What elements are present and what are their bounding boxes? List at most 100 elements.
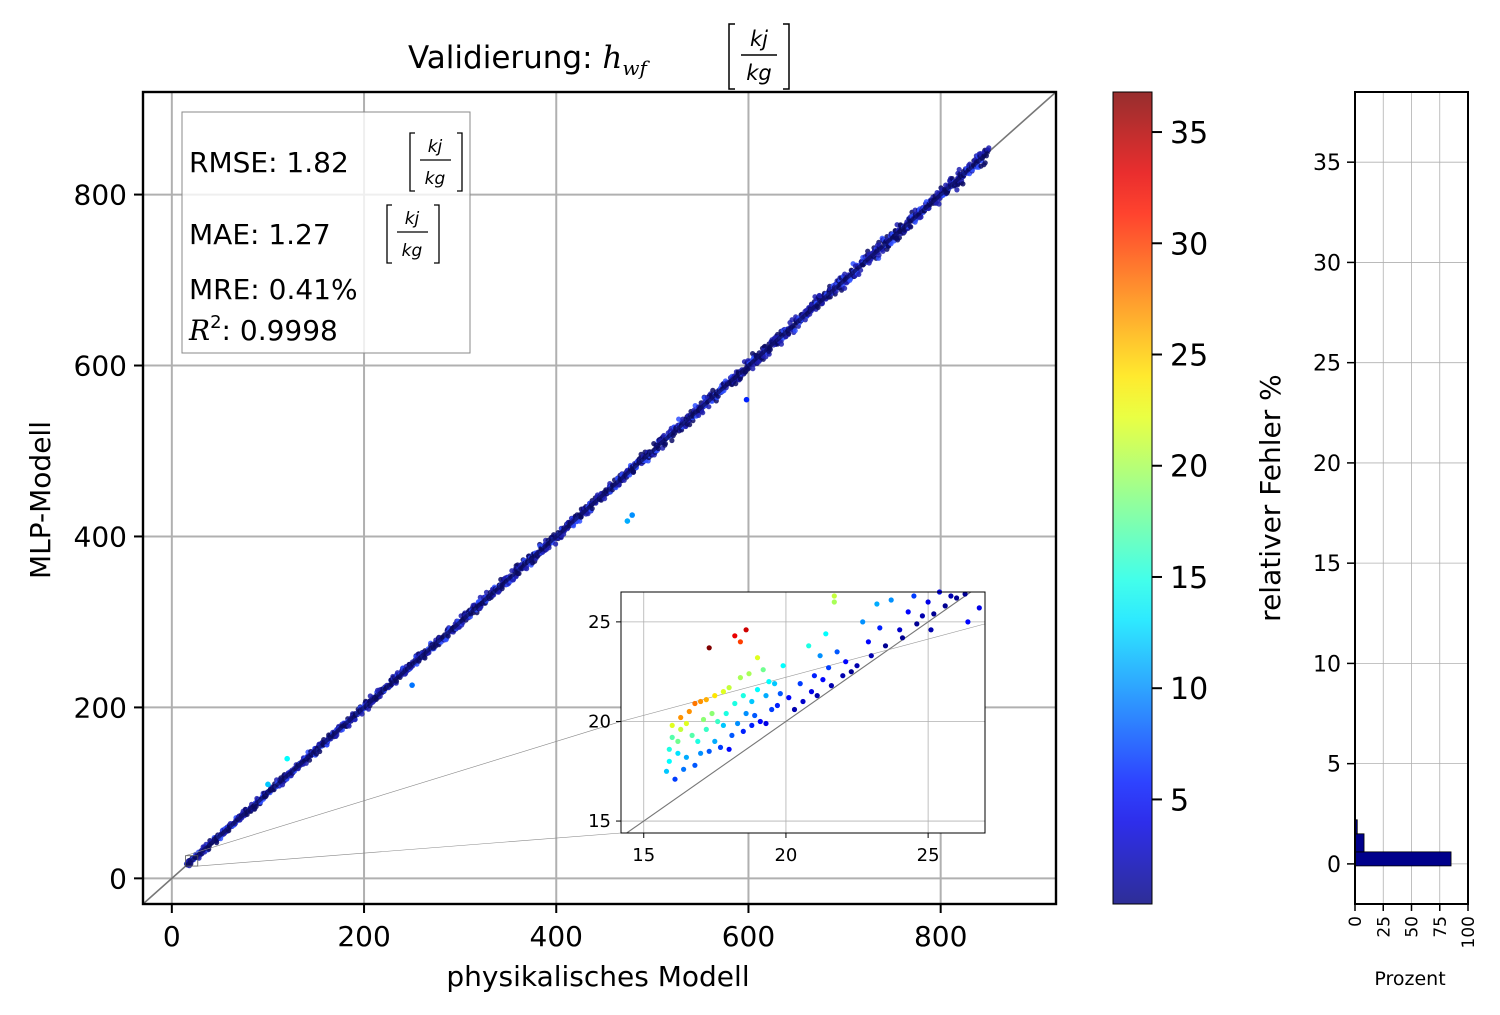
y-tick-label: 800: [74, 179, 127, 212]
inset-point: [948, 593, 954, 599]
inset-point: [740, 693, 746, 699]
inset-point: [695, 738, 701, 745]
scatter-point: [954, 187, 960, 193]
histogram-y-tick-label: 25: [1313, 352, 1341, 377]
scatter-point: [346, 723, 352, 729]
inset-point: [800, 698, 806, 705]
colorbar-tick-label: 5: [1170, 783, 1189, 818]
scatter-core: [184, 150, 991, 868]
inset-point: [740, 728, 746, 735]
inset-point: [760, 667, 766, 673]
x-axis-label: physikalisches Modell: [446, 960, 749, 993]
outlier-point: [743, 396, 750, 403]
inset-point: [882, 643, 889, 649]
inset-point: [681, 766, 687, 772]
inset-point: [703, 697, 709, 703]
inset-point: [817, 653, 823, 659]
title-unit: kj kg: [728, 23, 790, 90]
inset-point: [706, 748, 712, 754]
inset-point: [669, 734, 675, 741]
inset-point: [976, 605, 982, 611]
inset-point: [763, 693, 769, 699]
inset-point: [831, 599, 837, 605]
scatter-point: [669, 437, 675, 444]
scatter-point: [687, 422, 693, 428]
y-tick-label: 0: [109, 862, 127, 895]
inset-point: [678, 714, 684, 721]
inset-point: [888, 597, 894, 603]
zoom-region-marker: [185, 855, 199, 867]
histogram-y-ticks: 0 5 10 15 20 25 30 35: [1313, 151, 1355, 878]
inset-point: [791, 706, 798, 713]
inset-point: [723, 710, 729, 717]
inset-point: [666, 746, 672, 752]
inset-point: [831, 593, 837, 599]
inset-point: [826, 665, 832, 671]
colorbar: 5 10 15 20 25 30 35: [1112, 91, 1208, 905]
inset-point: [766, 679, 772, 685]
inset-point: [919, 613, 926, 619]
inset-point: [749, 722, 755, 729]
histogram-x-ticks: 0 25 50 75 100: [1346, 904, 1479, 948]
inset-connector-line: [197, 832, 622, 867]
inset-point: [914, 621, 920, 627]
histogram-x-tick-label: 0: [1346, 916, 1366, 927]
inset-point: [686, 708, 692, 715]
inset-reference-diagonal: [626, 591, 972, 834]
inset-point: [928, 627, 934, 633]
inset-point: [709, 710, 715, 717]
inset-point: [746, 671, 752, 677]
histogram-x-tick-label: 25: [1374, 916, 1394, 938]
inset-point: [962, 591, 968, 597]
inset-point: [663, 768, 670, 774]
scatter-point: [982, 160, 988, 166]
colorbar-tick-label: 35: [1170, 116, 1208, 151]
histogram-bar: [1354, 851, 1452, 867]
inset-point: [899, 635, 906, 641]
inset-point: [769, 706, 775, 713]
inset-x-ticks: 15 20 25: [632, 833, 940, 866]
inset-point: [749, 698, 755, 705]
inset-point: [669, 722, 675, 729]
inset-y-tick-label: 15: [588, 811, 611, 832]
x-tick-label: 400: [530, 920, 583, 953]
inset-point: [843, 659, 849, 665]
inset-point: [683, 720, 690, 727]
inset-point: [715, 718, 721, 725]
inset-point: [720, 689, 727, 695]
inset-point: [808, 689, 815, 695]
scatter-point: [960, 181, 966, 187]
scatter-point: [936, 201, 942, 207]
inset-x-tick-label: 25: [917, 845, 940, 866]
error-histogram: 0 25 50 75 100 0 5 10 15 20 25 30 35 relativer Fehl…: [1254, 91, 1479, 990]
inset-x-tick-label: 15: [632, 845, 655, 866]
inset-point: [743, 627, 749, 633]
inset-y-tick-label: 25: [588, 612, 611, 633]
inset-point: [672, 776, 678, 782]
inset-point: [757, 718, 763, 725]
inset-point: [848, 669, 854, 675]
outlier-points: [265, 396, 750, 788]
inset-point: [860, 619, 866, 625]
inset-grid: [621, 592, 985, 833]
rmse-unit: kj kg: [409, 132, 463, 192]
svg-text:kg: kg: [746, 61, 772, 85]
outlier-point: [629, 512, 635, 518]
inset-point: [675, 750, 681, 756]
colorbar-ticks: 5 10 15 20 25 30 35: [1152, 116, 1208, 818]
colorbar-gradient: [1112, 91, 1153, 905]
inset-connector-line: [620, 623, 986, 722]
colorbar-tick-label: 25: [1170, 339, 1208, 374]
inset-point: [726, 685, 732, 691]
inset-point: [931, 611, 937, 617]
inset-point: [754, 655, 761, 661]
inset-point: [874, 601, 880, 607]
inset-point: [717, 744, 724, 751]
inset-point: [780, 663, 786, 669]
r2-text: R2: 0.9998: [188, 312, 338, 347]
inset-point: [720, 722, 727, 729]
svg-text:kj: kj: [405, 209, 420, 229]
inset-point: [754, 687, 761, 693]
inset-point: [854, 663, 860, 669]
